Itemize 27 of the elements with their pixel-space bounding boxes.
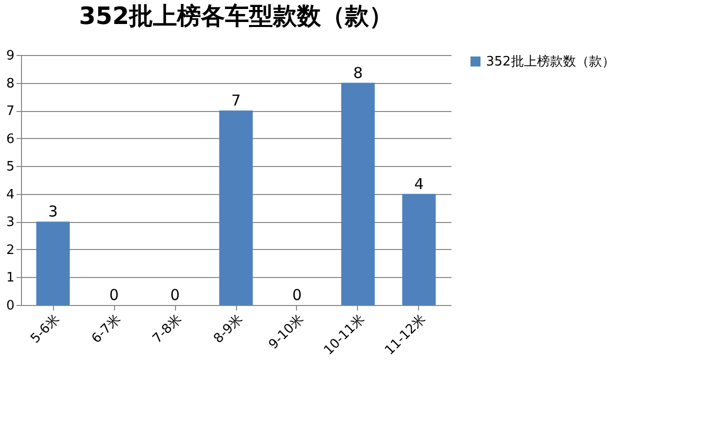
legend-label: 352批上榜款数（款） — [486, 54, 615, 70]
x-tick-label: 6-7米 — [89, 312, 124, 347]
data-label: 7 — [231, 92, 241, 110]
bar — [219, 110, 253, 305]
y-tick-label: 0 — [6, 298, 14, 314]
data-label: 8 — [353, 64, 363, 82]
data-label: 4 — [414, 174, 424, 193]
y-tick-label: 7 — [6, 104, 14, 120]
data-label: 0 — [109, 286, 119, 304]
y-tick-label: 4 — [6, 187, 14, 202]
bar — [36, 222, 70, 305]
y-tick-label: 5 — [6, 160, 14, 175]
data-label: 3 — [48, 202, 58, 221]
y-tick-label: 2 — [6, 242, 14, 258]
y-tick-label: 9 — [6, 48, 14, 64]
data-label: 0 — [292, 286, 302, 304]
chart-title: 352批上榜各车型款数（款） — [78, 2, 394, 30]
y-tick-label: 1 — [6, 270, 14, 286]
x-tick-label: 8-9米 — [211, 312, 246, 347]
x-tick-label: 5-6米 — [28, 312, 63, 347]
y-tick-label: 6 — [6, 132, 14, 147]
x-tick-label: 7-8米 — [150, 312, 185, 347]
y-tick-label: 3 — [6, 215, 14, 230]
bar — [402, 194, 436, 305]
bar — [341, 82, 375, 305]
data-label: 0 — [170, 286, 180, 304]
y-tick-label: 8 — [6, 76, 14, 92]
